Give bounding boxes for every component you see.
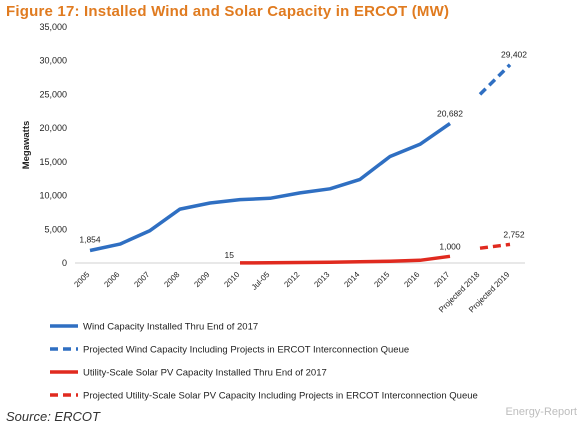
x-tick-label: 2017 (432, 270, 451, 289)
series-lines (89, 63, 512, 265)
x-tick-label: 2012 (282, 270, 301, 289)
x-tick-label: 2007 (132, 270, 151, 289)
series-line-wind_proj (478, 63, 512, 96)
y-tick-label: 25,000 (39, 89, 67, 99)
series-line-solar (239, 254, 451, 265)
series-line-wind (89, 122, 451, 253)
data-label: 15 (225, 250, 235, 260)
x-tick-label: 2010 (222, 270, 241, 289)
data-labels: 1,854 20,682 29,402 15 1,000 2,752 (79, 50, 527, 260)
y-axis: Megawatts 0 5,000 10,000 15,000 20,000 25,000 3… (21, 22, 67, 268)
x-tick-label: Jul-05 (250, 270, 272, 292)
x-tick-label: 2009 (192, 270, 211, 289)
y-tick-label: 10,000 (39, 191, 67, 201)
y-tick-label: 30,000 (39, 56, 67, 66)
y-tick-label: 0 (62, 258, 67, 268)
x-tick-label: 2016 (402, 270, 421, 289)
data-label: 29,402 (501, 50, 527, 60)
chart-title: Figure 17: Installed Wind and Solar Capa… (6, 3, 450, 20)
y-tick-label: 35,000 (39, 22, 67, 32)
x-tick-label: 2015 (372, 270, 391, 289)
x-axis: 2005 2006 2007 2008 2009 2010 Jul-05 2012 2013 20… (72, 262, 525, 314)
legend-label-wind: Wind Capacity Installed Thru End of 2017 (83, 322, 258, 333)
x-tick-label: 2008 (162, 270, 181, 289)
y-tick-label: 5,000 (44, 224, 67, 234)
data-label: 1,000 (439, 241, 461, 251)
source-note: Source: ERCOT (6, 409, 100, 424)
legend: Wind Capacity Installed Thru End of 2017… (50, 322, 478, 402)
y-axis-label: Megawatts (21, 121, 32, 170)
x-tick-label: 2005 (72, 270, 91, 289)
x-tick-label: 2014 (342, 270, 361, 289)
data-label: 20,682 (437, 109, 463, 119)
series-line-solar_proj (479, 242, 511, 250)
legend-label-solar_proj: Projected Utility-Scale Solar PV Capacit… (83, 391, 478, 402)
y-tick-label: 15,000 (39, 157, 67, 167)
y-tick-label: 20,000 (39, 123, 67, 133)
data-label: 1,854 (79, 234, 101, 244)
x-tick-label: 2006 (102, 270, 121, 289)
legend-label-solar: Utility-Scale Solar PV Capacity Installe… (83, 368, 327, 379)
watermark-logo: Energy-Report (505, 406, 577, 418)
legend-label-wind_proj: Projected Wind Capacity Including Projec… (83, 345, 409, 356)
x-tick-label: 2013 (312, 270, 331, 289)
data-label: 2,752 (503, 229, 525, 239)
